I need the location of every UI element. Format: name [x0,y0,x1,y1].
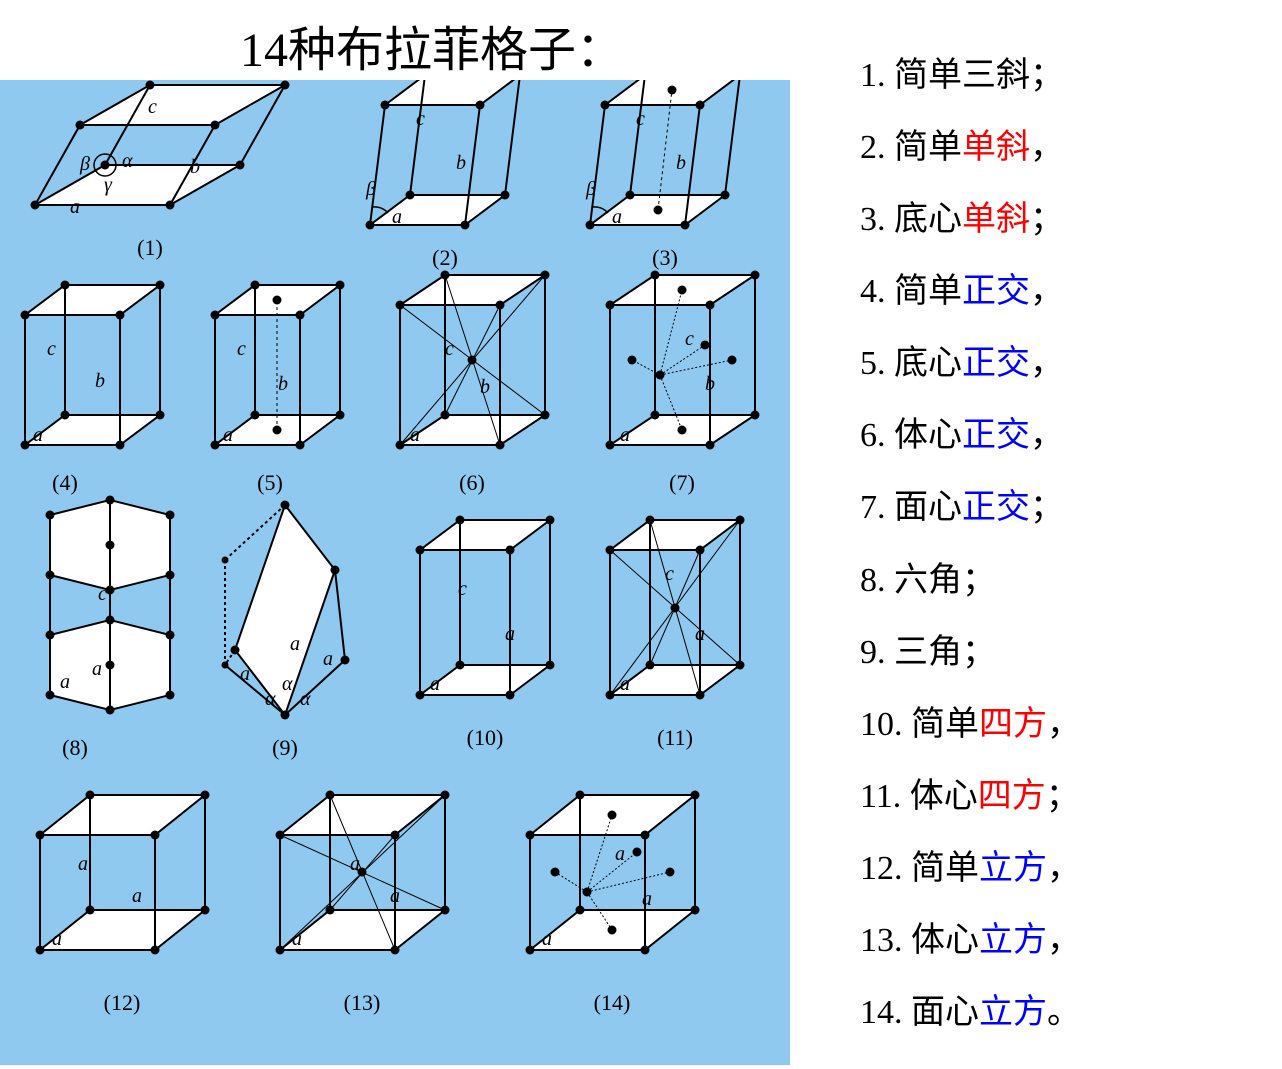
svg-text:a: a [542,928,552,950]
svg-text:(3): (3) [652,245,678,270]
svg-text:a: a [695,623,705,645]
svg-text:c: c [98,583,107,605]
list-item: 8. 六角； [860,545,1260,617]
svg-text:c: c [148,96,157,118]
lattice-diagram-panel: a b c α β γ (1) a b c β (2) [0,80,790,1065]
svg-text:γ: γ [104,174,113,196]
svg-text:a: a [392,206,402,228]
svg-text:a: a [612,206,622,228]
page-title: 14种布拉菲格子： [240,10,624,80]
list-item: 2. 简单单斜， [860,112,1260,184]
svg-text:b: b [278,373,288,395]
list-item: 1. 简单三斜； [860,40,1260,112]
svg-text:b: b [95,370,105,392]
svg-text:c: c [416,108,425,130]
svg-text:a: a [33,424,43,446]
svg-text:c: c [458,578,467,600]
svg-text:(6): (6) [459,470,485,495]
svg-text:a: a [78,853,88,875]
svg-text:(1): (1) [137,235,163,260]
list-item: 13. 体心立方， [860,905,1260,977]
svg-text:β: β [79,153,90,175]
svg-text:a: a [430,673,440,695]
svg-text:(8): (8) [62,735,88,760]
svg-text:β: β [585,178,596,200]
svg-text:a: a [52,928,62,950]
svg-text:(2): (2) [432,245,458,270]
svg-text:a: a [132,885,142,907]
svg-text:c: c [445,338,454,360]
svg-text:a: a [92,658,102,680]
svg-text:β: β [365,178,376,200]
svg-text:b: b [190,156,200,178]
svg-text:b: b [456,152,466,174]
svg-text:a: a [70,196,80,218]
svg-text:(12): (12) [104,990,141,1015]
svg-text:(9): (9) [272,735,298,760]
svg-text:a: a [290,633,300,655]
svg-text:c: c [665,563,674,585]
svg-text:c: c [47,338,56,360]
svg-text:a: a [292,928,302,950]
list-item: 14. 面心立方。 [860,977,1260,1049]
svg-text:a: a [60,671,70,693]
svg-text:a: a [410,424,420,446]
svg-text:a: a [390,885,400,907]
list-item: 9. 三角； [860,617,1260,689]
svg-text:a: a [620,424,630,446]
list-item: 10. 简单四方， [860,689,1260,761]
svg-text:a: a [240,663,250,685]
svg-text:(5): (5) [257,470,283,495]
svg-text:a: a [223,424,233,446]
svg-text:(10): (10) [467,725,504,750]
svg-text:b: b [705,373,715,395]
svg-text:c: c [237,338,246,360]
svg-text:c: c [685,328,694,350]
list-item: 5. 底心正交， [860,328,1260,400]
svg-text:α: α [300,688,311,710]
list-item: 7. 面心正交； [860,472,1260,544]
svg-text:a: a [350,853,360,875]
svg-text:(14): (14) [594,990,631,1015]
svg-text:a: a [505,623,515,645]
svg-text:a: a [615,843,625,865]
svg-text:(13): (13) [344,990,381,1015]
list-item: 4. 简单正交， [860,256,1260,328]
svg-text:α: α [265,688,276,710]
svg-text:b: b [676,152,686,174]
svg-text:α: α [282,673,293,695]
svg-text:a: a [620,673,630,695]
list-item: 12. 简单立方， [860,833,1260,905]
list-item: 6. 体心正交， [860,400,1260,472]
lattice-list: 1. 简单三斜；2. 简单单斜，3. 底心单斜；4. 简单正交，5. 底心正交，… [860,40,1260,1049]
svg-text:(7): (7) [669,470,695,495]
list-item: 3. 底心单斜； [860,184,1260,256]
svg-text:α: α [122,150,133,172]
svg-text:c: c [636,108,645,130]
svg-text:b: b [480,376,490,398]
svg-text:a: a [323,648,333,670]
svg-text:(4): (4) [52,470,78,495]
svg-text:a: a [642,888,652,910]
list-item: 11. 体心四方； [860,761,1260,833]
svg-text:(11): (11) [657,725,693,750]
